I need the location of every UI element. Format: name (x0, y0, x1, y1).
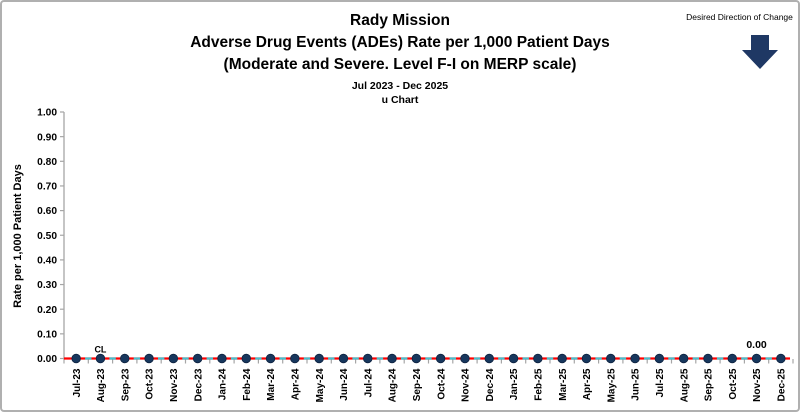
chart-title-line2: Adverse Drug Events (ADEs) Rate per 1,00… (190, 34, 610, 51)
annotation-label: 0.00 (746, 339, 767, 351)
x-tick-label: Jan-25 (509, 368, 520, 400)
x-tick-label: Dec-24 (485, 368, 496, 401)
x-tick-label: Aug-24 (388, 368, 399, 402)
x-tick-label: Nov-23 (169, 368, 180, 402)
data-point (435, 353, 446, 364)
desired-direction-box: Desired Direction of Change (682, 12, 797, 69)
down-arrow-icon (742, 35, 778, 69)
y-tick-label: 0.20 (37, 305, 57, 316)
x-tick-label: May-24 (315, 368, 326, 402)
data-point (776, 353, 786, 364)
data-point (168, 353, 179, 364)
data-point (484, 353, 494, 364)
y-tick-label: 0.90 (37, 132, 57, 143)
x-tick-label: Jan-24 (218, 368, 229, 400)
x-tick-label: Nov-24 (461, 368, 472, 402)
x-tick-label: Nov-25 (752, 368, 763, 402)
x-tick-label: Oct-24 (436, 368, 447, 400)
data-point (363, 353, 373, 364)
y-tick-label: 0.80 (37, 157, 57, 168)
data-point (678, 353, 689, 364)
chart-type-label: u Chart (381, 94, 419, 106)
y-tick-label: 1.00 (37, 108, 57, 119)
x-tick-label: Oct-25 (728, 368, 739, 400)
data-point (95, 353, 106, 364)
annotations: CL 0.00 (94, 339, 766, 355)
data-point (120, 353, 130, 364)
desired-direction-label: Desired Direction of Change (686, 12, 793, 22)
y-tick-label: 0.60 (37, 206, 57, 217)
data-point (606, 353, 616, 364)
data-point (460, 353, 470, 364)
x-tick-label: May-25 (606, 368, 617, 402)
x-tick-label: Jul-23 (72, 368, 83, 397)
y-tick-label: 0.10 (37, 329, 57, 340)
x-tick-label: Feb-24 (242, 368, 253, 401)
y-tick-label: 0.40 (37, 256, 57, 267)
data-point (241, 353, 251, 364)
data-points (71, 353, 786, 364)
chart-titles: Rady Mission Adverse Drug Events (ADEs) … (12, 10, 788, 107)
x-tick-label: Feb-25 (533, 368, 544, 401)
y-tick-label: 0.00 (37, 354, 57, 365)
data-point (411, 353, 422, 364)
x-tick-label: Jul-24 (363, 368, 374, 397)
data-point (217, 353, 227, 364)
x-tick-label: Sep-24 (412, 368, 423, 401)
x-tick-label: Aug-23 (96, 368, 107, 402)
data-point (265, 353, 276, 364)
x-tick-label: Mar-24 (266, 368, 277, 401)
chart-title-line1: Rady Mission (350, 12, 450, 29)
chart-date-range: Jul 2023 - Dec 2025 (351, 80, 449, 92)
data-point (557, 353, 567, 364)
data-point (508, 353, 519, 364)
x-tick-label: Jun-25 (631, 368, 642, 401)
x-tick-label: Aug-25 (679, 368, 690, 402)
data-point (727, 353, 737, 364)
x-tick-label: Apr-25 (582, 368, 593, 400)
y-tick-label: 0.30 (37, 280, 57, 291)
x-tick-label: Jul-25 (655, 368, 666, 397)
data-point (314, 353, 324, 364)
data-point (144, 353, 154, 364)
data-point (654, 353, 665, 364)
data-point (192, 353, 203, 364)
x-axis: Jul-23 Aug-23 Sep-23 Oct-23 Nov-23 Dec-23 Jan-… (63, 359, 794, 402)
x-tick-label: Sep-25 (704, 368, 715, 401)
data-point (71, 353, 81, 364)
data-point (630, 353, 640, 364)
x-tick-label: Mar-25 (558, 368, 569, 401)
x-tick-label: Sep-23 (120, 368, 131, 401)
data-point (290, 353, 300, 364)
data-point (338, 353, 349, 364)
data-point (751, 353, 762, 364)
y-tick-label: 0.70 (37, 182, 57, 193)
annotation-label: CL (94, 345, 106, 355)
y-axis: 0.00 0.10 0.20 0.30 0.40 0.50 0.60 0.70 0.80 0.90… (37, 108, 65, 365)
x-tick-label: Jun-24 (339, 368, 350, 401)
x-tick-label: Dec-25 (776, 368, 787, 401)
x-tick-label: Apr-24 (290, 368, 301, 400)
data-point (533, 353, 543, 364)
y-tick-label: 0.50 (37, 231, 57, 242)
data-point (581, 353, 592, 364)
chart-title-line3: (Moderate and Severe. Level F-I on MERP … (223, 56, 577, 73)
data-point (387, 353, 397, 364)
x-tick-label: Dec-23 (193, 368, 204, 401)
x-tick-label: Oct-23 (145, 368, 156, 400)
data-point (703, 353, 713, 364)
